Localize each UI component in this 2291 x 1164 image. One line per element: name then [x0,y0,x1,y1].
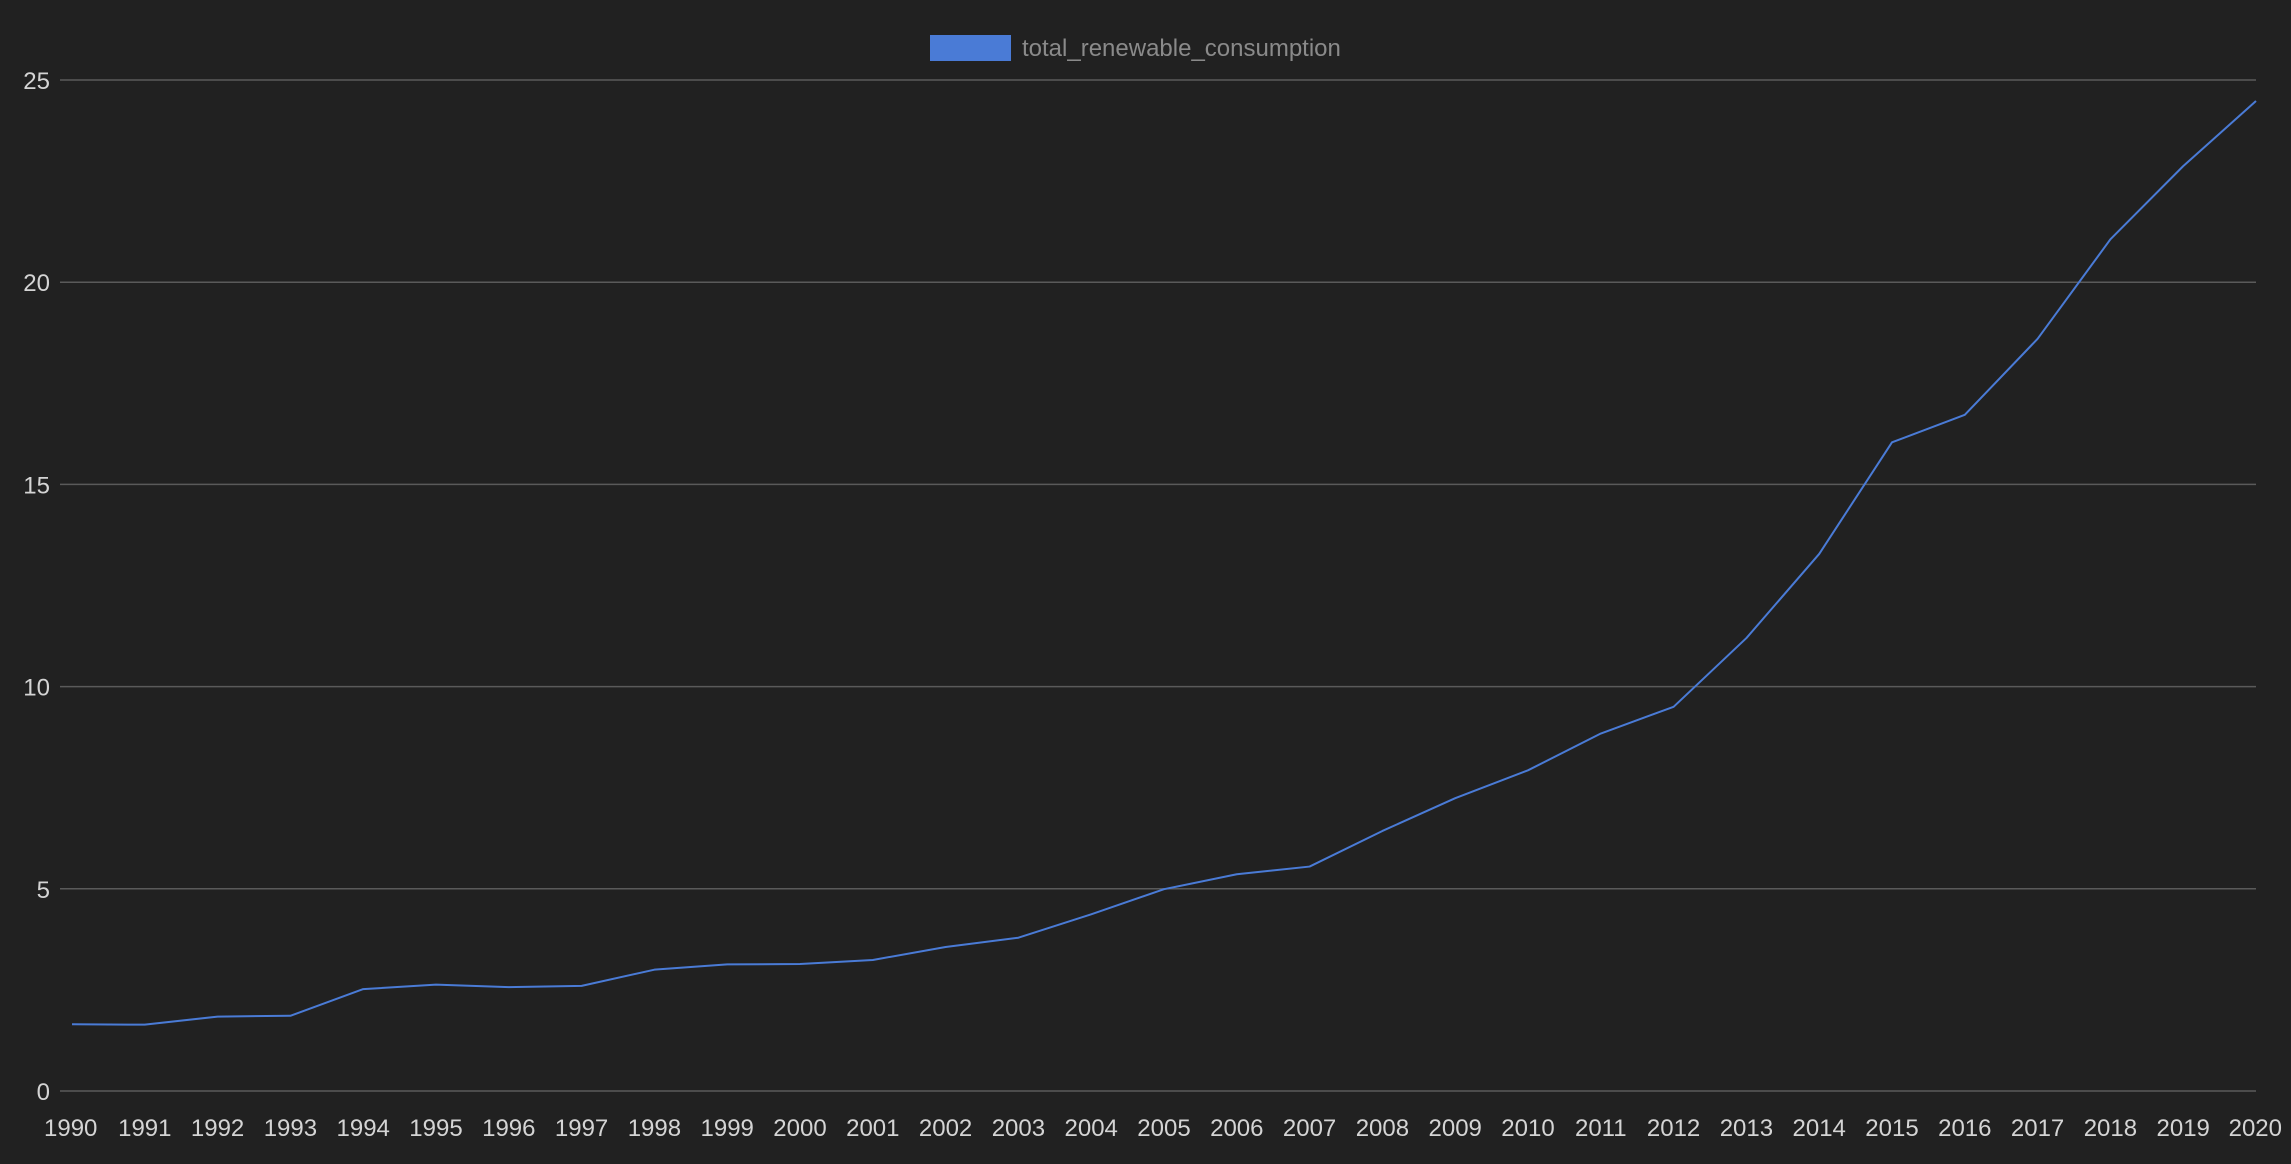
x-tick-label: 1994 [337,1115,390,1142]
x-tick-label: 1992 [191,1115,244,1142]
series-lines [68,97,2260,1029]
x-tick-label: 1995 [409,1115,462,1142]
data-point[interactable] [796,960,804,968]
legend-label[interactable]: total_renewable_consumption [1022,35,1341,62]
x-tick-label: 2008 [1356,1115,1409,1142]
x-tick-label: 1996 [482,1115,535,1142]
y-tick-label: 10 [23,675,50,702]
data-point[interactable] [2034,335,2042,343]
data-point[interactable] [578,982,586,990]
x-tick-label: 2002 [919,1115,972,1142]
data-point[interactable] [942,943,950,951]
x-tick-label: 2009 [1429,1115,1482,1142]
x-tick-label: 2012 [1647,1115,1700,1142]
y-tick-label: 5 [37,877,50,904]
data-point[interactable] [1670,703,1678,711]
series-line-0[interactable] [71,100,2257,1026]
data-point[interactable] [1451,794,1459,802]
x-tick-label: 2018 [2084,1115,2137,1142]
data-point[interactable] [286,1012,294,1020]
y-tick-label: 15 [23,472,50,499]
y-tick-label: 20 [23,270,50,297]
x-tick-label: 1997 [555,1115,608,1142]
data-point[interactable] [1888,438,1896,446]
data-point[interactable] [1524,766,1532,774]
x-tick-label: 2013 [1720,1115,1773,1142]
x-tick-label: 2016 [1938,1115,1991,1142]
x-tick-label: 2000 [773,1115,826,1142]
data-point[interactable] [2179,162,2187,170]
x-tick-label: 2005 [1137,1115,1190,1142]
x-tick-label: 2006 [1210,1115,1263,1142]
x-tick-label: 1998 [628,1115,681,1142]
data-point[interactable] [68,1020,76,1028]
y-tick-label: 25 [23,68,50,95]
x-tick-label: 1999 [701,1115,754,1142]
x-tick-label: 2015 [1865,1115,1918,1142]
data-point[interactable] [1014,934,1022,942]
data-point[interactable] [1815,550,1823,558]
data-point[interactable] [2252,97,2260,105]
x-tick-label: 2004 [1065,1115,1118,1142]
x-tick-label: 1990 [44,1115,97,1142]
y-axis-ticks: 0 5 10 15 20 25 [23,68,50,1106]
x-tick-label: 2014 [1793,1115,1846,1142]
data-point[interactable] [359,985,367,993]
data-point[interactable] [1233,870,1241,878]
x-tick-label: 2010 [1501,1115,1554,1142]
data-point[interactable] [723,960,731,968]
data-point[interactable] [505,983,513,991]
data-point[interactable] [1160,885,1168,893]
data-point[interactable] [1378,827,1386,835]
data-point[interactable] [1742,634,1750,642]
x-tick-label: 1991 [118,1115,171,1142]
data-point[interactable] [869,956,877,964]
data-point[interactable] [141,1021,149,1029]
x-tick-label: 2001 [846,1115,899,1142]
data-point[interactable] [214,1013,222,1021]
data-point[interactable] [1961,411,1969,419]
x-tick-label: 2007 [1283,1115,1336,1142]
x-tick-label: 2017 [2011,1115,2064,1142]
data-point[interactable] [1087,910,1095,918]
data-point[interactable] [432,981,440,989]
data-point[interactable] [1597,730,1605,738]
x-tick-label: 2020 [2229,1115,2282,1142]
legend-swatch[interactable] [930,35,1011,61]
x-tick-label: 2011 [1575,1115,1627,1142]
data-point[interactable] [2106,235,2114,243]
x-axis-ticks: 1990 1991 1992 1993 1994 1995 1996 1997 1998 1999… [44,1115,2282,1142]
x-tick-label: 2019 [2157,1115,2210,1142]
x-tick-label: 1993 [264,1115,317,1142]
y-tick-label: 0 [37,1079,50,1106]
grid-lines [60,79,2256,1092]
data-point[interactable] [1306,863,1314,871]
legend[interactable]: total_renewable_consumption [930,35,1341,62]
data-point[interactable] [650,966,658,974]
x-tick-label: 2003 [992,1115,1045,1142]
